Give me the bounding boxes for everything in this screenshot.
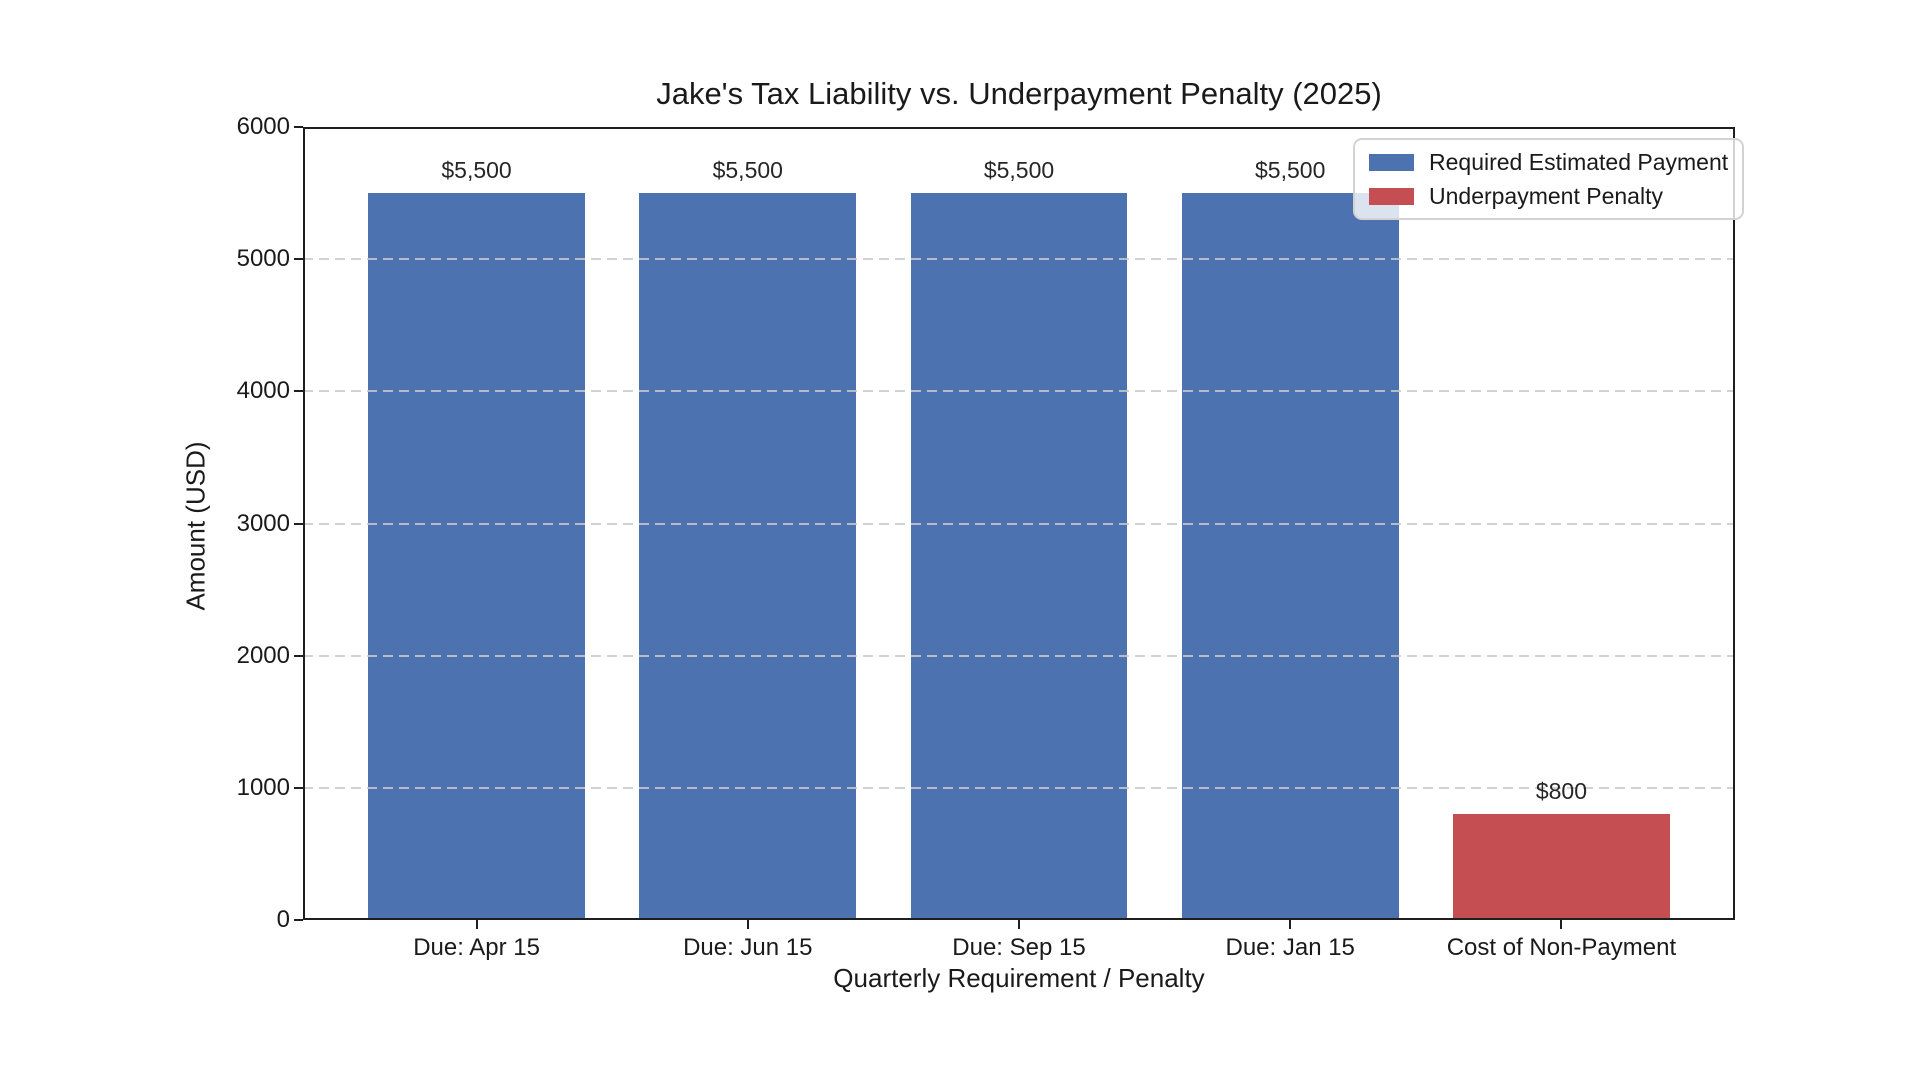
bar-value-label: $5,500: [712, 157, 783, 184]
y-tick-label: 1000: [236, 773, 290, 801]
x-axis-label: Quarterly Requirement / Penalty: [833, 963, 1205, 993]
y-tick-label: 6000: [236, 113, 290, 140]
x-tick-mark: [746, 920, 749, 929]
x-tick-mark: [1018, 920, 1020, 929]
legend: Required Estimated Payment Underpayment P…: [1353, 138, 1745, 220]
chart-title: Jake's Tax Liability vs. Underpayment Pe…: [656, 76, 1382, 111]
gridline: [303, 522, 1735, 525]
x-tick-label: Due: Sep 15: [952, 934, 1086, 961]
y-tick-label: 5000: [236, 245, 290, 273]
legend-item: Underpayment Penalty: [1369, 183, 1728, 209]
x-tick-mark: [1560, 920, 1563, 929]
y-tick-mark: [294, 919, 303, 921]
bar-value-label: $5,500: [441, 157, 512, 184]
x-tick-mark: [1289, 920, 1292, 929]
x-tick-label: Due: Jun 15: [683, 934, 813, 961]
y-tick-mark: [294, 126, 303, 128]
x-tick-label: Due: Apr 15: [413, 934, 540, 961]
legend-item-label: Underpayment Penalty: [1429, 183, 1663, 209]
x-tick-label: Cost of Non-Payment: [1446, 934, 1677, 961]
legend-item-label: Required Estimated Payment: [1429, 149, 1729, 175]
gridline: [303, 786, 1735, 789]
y-tick-mark: [294, 258, 303, 261]
y-tick-mark: [294, 390, 303, 393]
legend-swatch: [1369, 153, 1414, 171]
legend-swatch: [1369, 187, 1414, 205]
gridline: [303, 654, 1735, 657]
y-tick-mark: [294, 654, 303, 657]
y-tick-label: 0: [276, 906, 290, 933]
y-tick-label: 2000: [236, 641, 290, 669]
bar-value-label: $800: [1535, 778, 1587, 805]
y-tick-label: 4000: [236, 377, 290, 405]
bar: [910, 193, 1128, 920]
bar: [368, 193, 586, 920]
legend-item: Required Estimated Payment: [1369, 149, 1728, 175]
bar-value-label: $5,500: [1255, 157, 1326, 184]
y-tick-label: 3000: [236, 509, 290, 537]
bar: [639, 193, 857, 920]
gridline: [303, 258, 1735, 261]
bar: [1181, 193, 1399, 920]
y-tick-mark: [294, 522, 303, 525]
x-tick-label: Due: Jan 15: [1225, 934, 1355, 961]
gridline: [303, 390, 1735, 393]
y-tick-mark: [294, 786, 303, 789]
x-tick-mark: [475, 920, 478, 929]
bar-value-label: $5,500: [983, 157, 1055, 184]
bar: [1452, 814, 1670, 920]
